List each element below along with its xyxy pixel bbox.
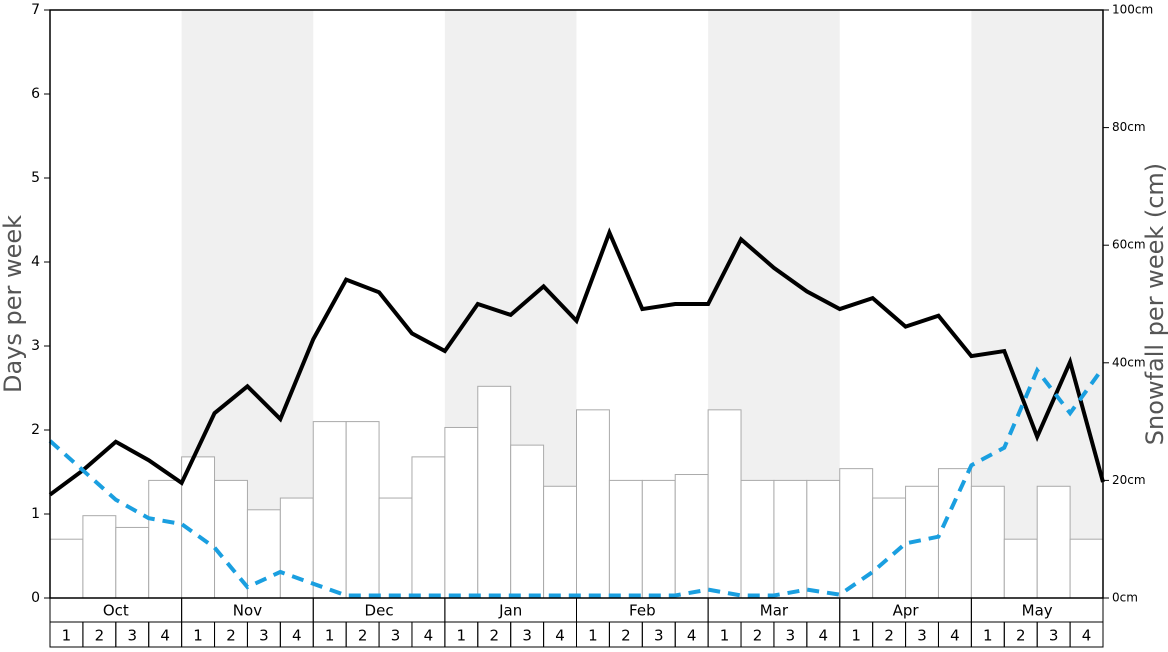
week-cell (1069, 621, 1104, 648)
bar (970, 485, 1005, 599)
week-label: 2 (95, 627, 105, 645)
line (48, 227, 1105, 497)
month-label: Dec (365, 602, 394, 620)
week-label: 1 (851, 627, 861, 645)
week-label: 2 (358, 627, 368, 645)
bar (246, 509, 281, 599)
bar (148, 479, 183, 599)
bar (707, 409, 742, 599)
y2-axis-label: Snowfall per week (cm) (1141, 163, 1168, 445)
bar (477, 385, 512, 599)
month-label: Feb (629, 602, 656, 620)
y-tick-label: 6 (31, 86, 40, 102)
week-label: 1 (62, 627, 72, 645)
week-label: 4 (160, 627, 170, 645)
week-label: 1 (588, 627, 598, 645)
bar (773, 479, 808, 599)
week-label: 4 (819, 627, 829, 645)
week-label: 4 (687, 627, 697, 645)
week-label: 2 (226, 627, 236, 645)
week-label: 1 (193, 627, 203, 645)
month-label: May (1022, 602, 1053, 620)
bar (115, 526, 150, 599)
week-label: 3 (127, 627, 137, 645)
bar (641, 479, 676, 599)
week-label: 3 (391, 627, 401, 645)
week-label: 1 (325, 627, 335, 645)
bar (279, 497, 314, 599)
bar (49, 538, 84, 599)
week-label: 2 (489, 627, 499, 645)
week-label: 4 (292, 627, 302, 645)
y-tick-label: 5 (31, 170, 40, 186)
week-label: 4 (555, 627, 565, 645)
week-label: 2 (1016, 627, 1026, 645)
y-tick-label: 4 (31, 254, 40, 270)
week-label: 3 (786, 627, 796, 645)
week-label: 4 (950, 627, 960, 645)
week-label: 4 (424, 627, 434, 645)
y-tick-label: 0 (31, 590, 40, 606)
y2-tick-label: 40cm (1112, 355, 1146, 369)
week-label: 3 (259, 627, 269, 645)
bar (608, 479, 643, 599)
bar (1069, 538, 1104, 599)
bar (82, 515, 117, 599)
y2-tick-label: 80cm (1112, 120, 1146, 134)
bar (937, 468, 972, 599)
bar (1036, 485, 1071, 599)
bar (1003, 538, 1038, 599)
y-tick-label: 2 (31, 422, 40, 438)
bar (674, 474, 709, 599)
bar (510, 444, 545, 599)
month-label: Apr (893, 602, 920, 620)
bar (839, 468, 874, 599)
y-tick-label: 1 (31, 506, 40, 522)
week-label: 2 (753, 627, 763, 645)
bar (411, 456, 446, 599)
week-label: 2 (884, 627, 894, 645)
bar (345, 421, 380, 599)
week-label: 3 (917, 627, 927, 645)
bar (312, 421, 347, 599)
bar (378, 497, 413, 599)
month-label: Oct (103, 602, 129, 620)
y2-tick-label: 0cm (1112, 591, 1138, 605)
week-label: 1 (457, 627, 467, 645)
month-label: Mar (760, 602, 789, 620)
y-axis-label: Days per week (0, 215, 27, 393)
line (48, 366, 1105, 598)
week-label: 4 (1082, 627, 1092, 645)
y2-tick-label: 100cm (1112, 3, 1153, 17)
y-tick-label: 7 (31, 2, 40, 18)
bar (806, 479, 841, 599)
week-label: 2 (621, 627, 631, 645)
y-tick-label: 3 (31, 338, 40, 354)
bar (543, 485, 577, 599)
week-label: 3 (654, 627, 664, 645)
month-label: Nov (233, 602, 262, 620)
week-label: 1 (983, 627, 993, 645)
week-label: 3 (1049, 627, 1059, 645)
week-label: 1 (720, 627, 730, 645)
bar (444, 426, 479, 599)
y2-tick-label: 60cm (1112, 238, 1146, 252)
week-label: 3 (522, 627, 532, 645)
month-label: Jan (498, 602, 522, 620)
y2-tick-label: 20cm (1112, 473, 1146, 487)
bar (576, 409, 610, 599)
bar (740, 479, 775, 599)
